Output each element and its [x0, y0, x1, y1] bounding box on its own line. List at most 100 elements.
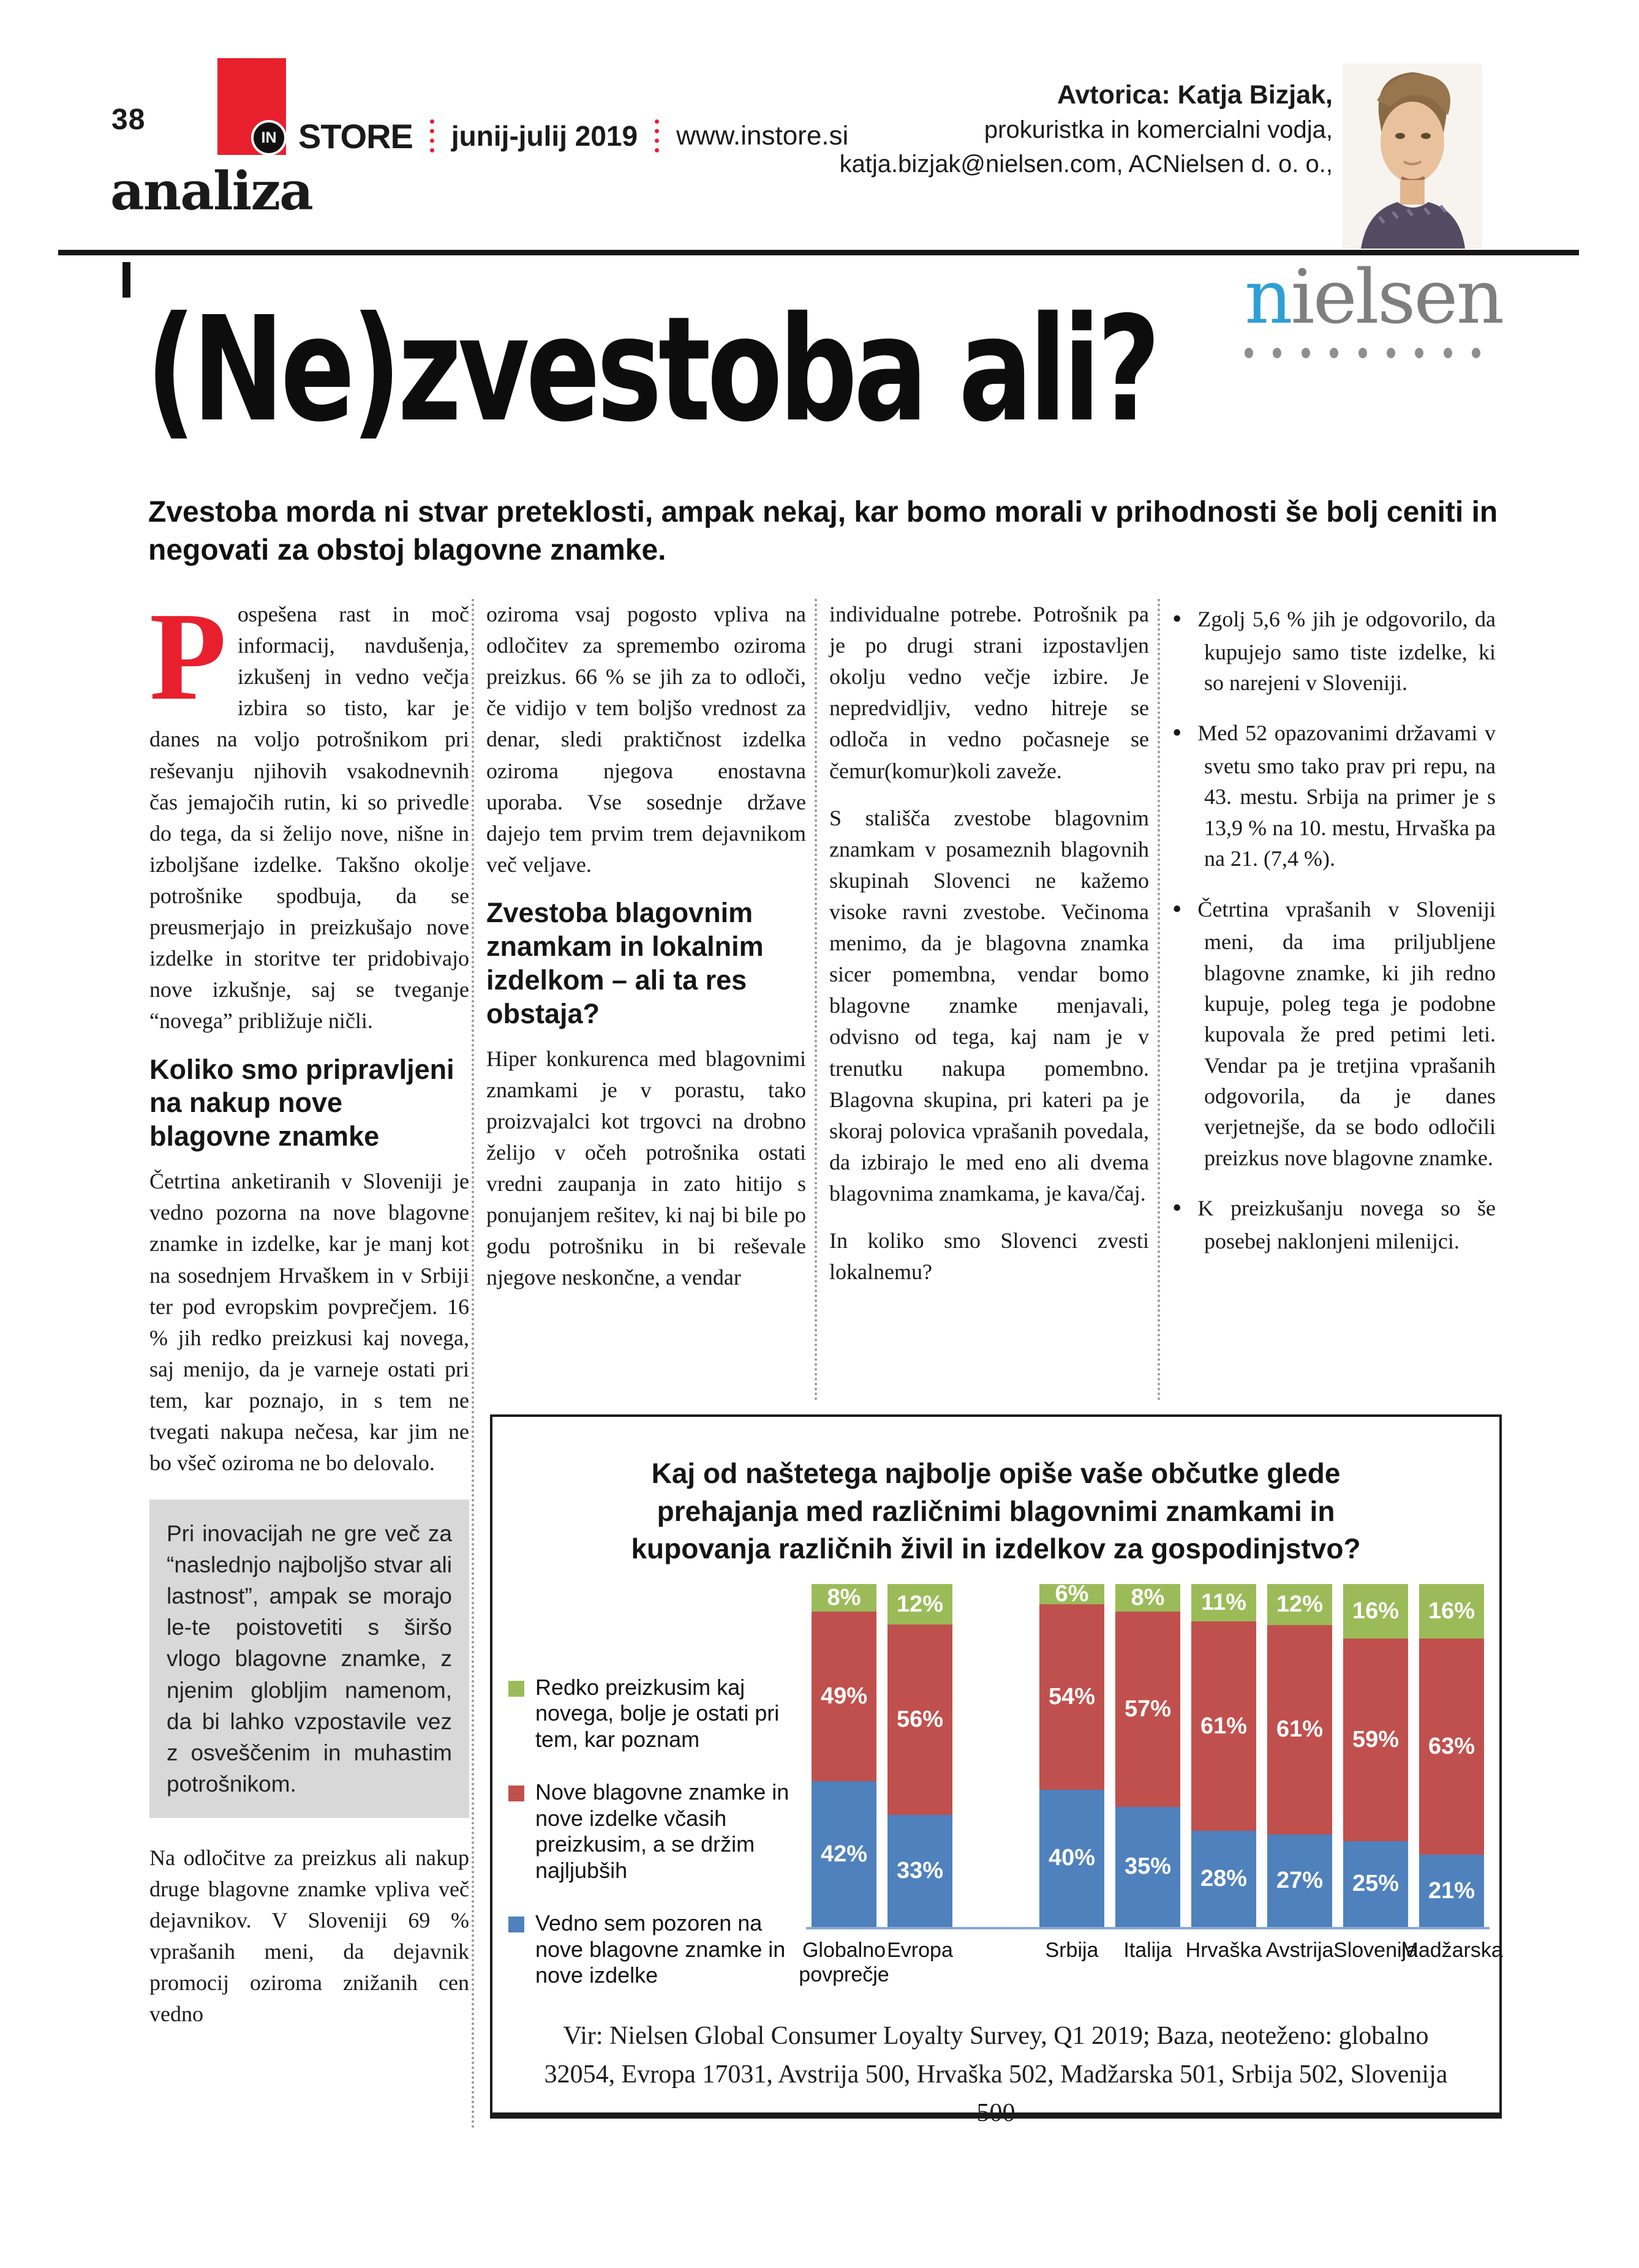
category-label: Avstrija	[1265, 1938, 1334, 1962]
bar-value-label: 61%	[1200, 1713, 1248, 1739]
text-column-3: individualne potrebe. Potrošnik pa je po…	[829, 599, 1149, 1304]
bar-segment: 8%	[1115, 1583, 1180, 1612]
bar-value-label: 49%	[820, 1683, 868, 1710]
bar-Italija: 8% 57% 35%	[1110, 1583, 1186, 1927]
masthead-separator-icon	[655, 119, 660, 152]
bar-segment: 61%	[1267, 1625, 1332, 1834]
chart-panel: Kaj od naštetega najbolje opiše vaše obč…	[490, 1414, 1503, 2127]
bar-value-label: 25%	[1352, 1871, 1400, 1897]
instore-logo-in-text: IN	[261, 129, 277, 146]
category-label: Madžarska	[1401, 1938, 1503, 1962]
chart-legend: Redko preizkusim kaj novega, bolje je os…	[508, 1675, 806, 1989]
chart-x-axis	[806, 1926, 1490, 1929]
bar-value-label: 59%	[1352, 1727, 1400, 1753]
bar-value-label: 56%	[896, 1707, 944, 1733]
legend-swatch-icon	[508, 1680, 524, 1697]
pull-quote-box: Pri inovacijah ne gre več za “naslednjo …	[149, 1500, 469, 1818]
paragraph: individualne potrebe. Potrošnik pa je po…	[829, 602, 1149, 783]
legend-item: Vedno sem pozoren na nove blagovne znamk…	[508, 1910, 806, 1988]
category-label-cell: Avstrija	[1262, 1938, 1338, 1987]
bar-Madžarska: 16% 63% 21%	[1414, 1583, 1490, 1927]
bar-value-label: 6%	[1055, 1581, 1089, 1607]
masthead-issue-date: junij-julij 2019	[451, 120, 638, 152]
bar-stack: 12% 61% 27%	[1267, 1583, 1332, 1927]
category-label-cell: Evropa	[882, 1938, 958, 1987]
masthead-separator-icon	[429, 119, 434, 152]
bar-value-label: 33%	[896, 1857, 944, 1883]
bullet-item: Med 52 opazovanimi državami v svetu smo …	[1172, 713, 1496, 874]
legend-item: Redko preizkusim kaj novega, bolje je os…	[508, 1675, 806, 1752]
bar-value-label: 28%	[1200, 1865, 1248, 1891]
bar-segment: 35%	[1115, 1806, 1180, 1927]
chart-title: Kaj od naštetega najbolje opiše vaše obč…	[631, 1457, 1361, 1565]
author-email-link[interactable]: katja.bizjak@nielsen.com, ACNielsen d. o…	[839, 150, 1333, 178]
header-divider	[58, 250, 1579, 255]
bar-value-label: 27%	[1276, 1867, 1324, 1893]
category-label: Hrvaška	[1185, 1938, 1262, 1962]
nielsen-logo-text: nielsen	[1245, 253, 1504, 340]
bar-segment: 21%	[1419, 1855, 1484, 1927]
bar-value-label: 42%	[820, 1841, 868, 1867]
subheading-koliko: Koliko smo pripravljeni na nakup nove bl…	[149, 1053, 454, 1152]
legend-label: Redko preizkusim kaj novega, bolje je os…	[535, 1674, 780, 1752]
bar-Globalno povprečje: 8% 49% 42%	[806, 1583, 882, 1927]
column-separator	[472, 599, 474, 2130]
bullet-list: Zgolj 5,6 % jih je odgovorilo, da kupuje…	[1172, 599, 1496, 1256]
category-label-cell: Madžarska	[1401, 1938, 1503, 1987]
bar-segment: 16%	[1343, 1583, 1408, 1639]
bar-value-label: 35%	[1124, 1853, 1172, 1880]
bar-segment: 56%	[887, 1624, 952, 1815]
chart-bars: 8% 49% 42% 12% 56% 33% 6% 54% 40% 8% 57% 35% 11% 61% 2…	[806, 1581, 1490, 1927]
chart-source: Vir: Nielsen Global Consumer Loyalty Sur…	[544, 2021, 1448, 2127]
bar-stack: 8% 57% 35%	[1115, 1583, 1180, 1927]
bar-segment: 42%	[812, 1781, 876, 1927]
bar-segment: 16%	[1419, 1583, 1484, 1639]
bar-Hrvaška: 11% 61% 28%	[1186, 1583, 1262, 1927]
chart-category-labels: Globalno povprečje Evropa Srbija Italija Hrv…	[799, 1938, 1503, 1987]
bar-value-label: 61%	[1276, 1716, 1324, 1743]
bar-value-label: 16%	[1352, 1598, 1400, 1624]
chart-body: Redko preizkusim kaj novega, bolje je os…	[492, 1573, 1503, 1989]
bar-stack: 8% 49% 42%	[812, 1583, 876, 1927]
masthead-website-link[interactable]: www.instore.si	[676, 121, 849, 151]
paragraph: Na odločitve za preizkus ali nakup druge…	[149, 1845, 469, 2027]
bar-stack: 11% 61% 28%	[1191, 1583, 1256, 1927]
bullet-item: Četrtina vprašanih v Sloveniji meni, da …	[1172, 889, 1496, 1174]
category-label-cell: Globalno povprečje	[799, 1938, 889, 1987]
bar-value-label: 12%	[896, 1591, 944, 1617]
category-label: Slovenija	[1333, 1938, 1418, 1962]
instore-logo-in-icon: IN	[251, 120, 287, 156]
column-separator	[1158, 599, 1160, 1401]
bullet-item: K preizkušanju novega so še posebej nakl…	[1172, 1188, 1496, 1256]
bar-segment: 61%	[1191, 1621, 1256, 1831]
bar-value-label: 12%	[1276, 1591, 1324, 1617]
bar-value-label: 63%	[1428, 1733, 1475, 1760]
bar-Slovenija: 16% 59% 25%	[1338, 1583, 1414, 1927]
title-tick-mark	[122, 262, 130, 298]
category-label: Srbija	[1045, 1938, 1099, 1962]
legend-label: Nove blagovne znamke in nove izdelke vča…	[535, 1779, 789, 1883]
subheading-zvestoba: Zvestoba blagovnim znamkam in lokalnim i…	[486, 896, 764, 1029]
bar-segment: 40%	[1039, 1789, 1104, 1927]
text-column-2: oziroma vsaj pogosto vpliva na odločitev…	[486, 599, 806, 1309]
bar-segment: 12%	[1267, 1583, 1332, 1626]
bar-value-label: 54%	[1048, 1684, 1096, 1710]
bar-value-label: 57%	[1124, 1695, 1172, 1722]
paragraph: Četrtina anketiranih v Sloveniji je vedn…	[149, 1169, 469, 1476]
bar-Srbija: 6% 54% 40%	[1034, 1581, 1110, 1927]
page-number: 38	[111, 103, 146, 136]
bar-segment: 25%	[1343, 1841, 1408, 1927]
legend-item: Nove blagovne znamke in nove izdelke vča…	[508, 1779, 806, 1883]
masthead-store-label: STORE	[298, 116, 413, 156]
chart-plot: 8% 49% 42% 12% 56% 33% 6% 54% 40% 8% 57% 35% 11% 61% 2…	[799, 1581, 1503, 1989]
author-role: prokuristka in komercialni vodja,	[984, 116, 1333, 144]
bar-segment: 8%	[812, 1583, 876, 1612]
paragraph: oziroma vsaj pogosto vpliva na odločitev…	[486, 602, 806, 877]
nielsen-logo: nielsen	[1245, 253, 1504, 359]
bar-segment: 54%	[1039, 1604, 1104, 1790]
category-label: Evropa	[887, 1938, 953, 1962]
bar-value-label: 21%	[1428, 1877, 1475, 1904]
